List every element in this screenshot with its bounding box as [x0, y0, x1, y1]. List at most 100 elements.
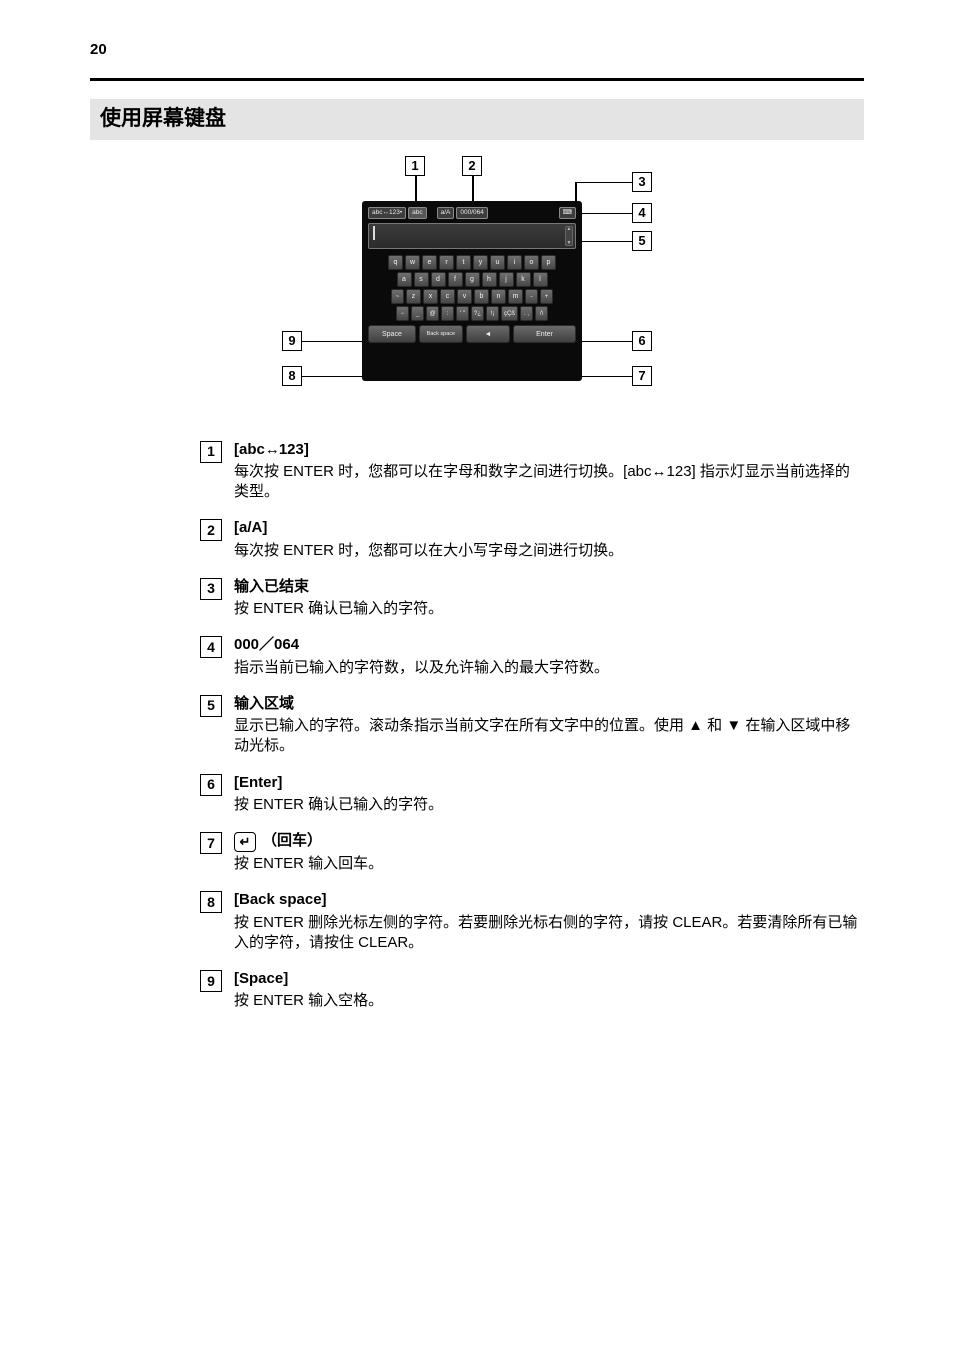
callout-2: 2 — [462, 156, 482, 176]
callout-7: 7 — [632, 366, 652, 386]
char-counter: 000/064 — [456, 207, 488, 220]
legend-title: [Enter] — [234, 773, 282, 793]
keyboard-screenshot: abc↔123• abc a/A 000/064 ⌨ q w e — [362, 201, 582, 381]
legend-desc: 按 ENTER 确认已输入的字符。 — [234, 795, 864, 815]
callout-5: 5 — [632, 231, 652, 251]
callout-1: 1 — [405, 156, 425, 176]
key: r — [439, 255, 454, 270]
key: f — [448, 272, 463, 287]
end-input-icon: ⌨ — [559, 207, 576, 220]
key: d — [431, 272, 446, 287]
key: p — [541, 255, 556, 270]
legend-desc: 按 ENTER 输入回车。 — [234, 854, 864, 874]
legend-desc: 按 ENTER 删除光标左侧的字符。若要删除光标右侧的字符，请按 CLEAR。若… — [234, 913, 864, 954]
key: @ — [426, 306, 439, 321]
key-rows: q w e r t y u i o p a s d — [368, 255, 576, 321]
legend-title: [abc↔123] — [234, 440, 309, 460]
legend-item: 6 [Enter] 按 ENTER 确认已输入的字符。 — [200, 773, 864, 816]
double-arrow-icon: ↔ — [265, 441, 279, 458]
key: h — [482, 272, 497, 287]
key: /\ — [535, 306, 548, 321]
legend-item: 7 ↵ （回车） 按 ENTER 输入回车。 — [200, 831, 864, 874]
legend-number: 3 — [200, 578, 222, 600]
case-tab: a/A — [437, 207, 455, 220]
legend-number: 8 — [200, 891, 222, 913]
key: v — [457, 289, 472, 304]
section-title: 使用屏幕键盘 — [90, 99, 864, 139]
legend-number: 7 — [200, 832, 222, 854]
key: çÇß — [501, 306, 518, 321]
key: !¡ — [486, 306, 499, 321]
legend-desc: 指示当前已输入的字符数，以及允许输入的最大字符数。 — [234, 658, 864, 678]
input-area — [368, 223, 576, 249]
page-number: 20 — [90, 40, 864, 60]
key: u — [490, 255, 505, 270]
key: x — [423, 289, 438, 304]
key: - — [525, 289, 538, 304]
keyboard-diagram: 1 2 3 4 5 6 7 9 8 — [252, 156, 812, 426]
key: _ — [411, 306, 424, 321]
legend-number: 1 — [200, 441, 222, 463]
legend-number: 9 — [200, 970, 222, 992]
key: a — [397, 272, 412, 287]
legend-title: [a/A] — [234, 518, 267, 538]
legend-item: 3 输入已结束 按 ENTER 确认已输入的字符。 — [200, 577, 864, 620]
legend-item: 1 [abc↔123] 每次按 ENTER 时，您都可以在字母和数字之间进行切换… — [200, 440, 864, 503]
legend-list: 1 [abc↔123] 每次按 ENTER 时，您都可以在字母和数字之间进行切换… — [200, 440, 864, 1012]
left-arrow-key: ◄ — [466, 325, 510, 343]
leadline — [575, 182, 632, 184]
legend-item: 2 [a/A] 每次按 ENTER 时，您都可以在大小写字母之间进行切换。 — [200, 518, 864, 561]
key: y — [473, 255, 488, 270]
legend-number: 2 — [200, 519, 222, 541]
legend-item: 5 输入区域 显示已输入的字符。滚动条指示当前文字在所有文字中的位置。使用 ▲ … — [200, 694, 864, 757]
legend-desc: 显示已输入的字符。滚动条指示当前文字在所有文字中的位置。使用 ▲ 和 ▼ 在输入… — [234, 716, 864, 757]
key: e — [422, 255, 437, 270]
legend-title: 输入已结束 — [234, 577, 309, 597]
legend-title: （回车） — [262, 831, 322, 851]
legend-desc: 按 ENTER 确认已输入的字符。 — [234, 599, 864, 619]
callout-4: 4 — [632, 203, 652, 223]
callout-8: 8 — [282, 366, 302, 386]
space-key: Space — [368, 325, 416, 343]
key: s — [414, 272, 429, 287]
mode-switch-indicator: abc↔123• — [368, 207, 406, 220]
key: z — [406, 289, 421, 304]
key: n — [491, 289, 506, 304]
legend-title: [Back space] — [234, 890, 327, 910]
backspace-key: Back space — [419, 325, 463, 343]
callout-3: 3 — [632, 172, 652, 192]
key: + — [540, 289, 553, 304]
top-rule — [90, 78, 864, 81]
key: q — [388, 255, 403, 270]
key: . , — [520, 306, 533, 321]
key: l — [533, 272, 548, 287]
callout-9: 9 — [282, 331, 302, 351]
abc-tab: abc — [408, 207, 426, 220]
legend-item: 8 [Back space] 按 ENTER 删除光标左侧的字符。若要删除光标右… — [200, 890, 864, 953]
legend-title: 输入区域 — [234, 694, 294, 714]
legend-desc: 按 ENTER 输入空格。 — [234, 991, 864, 1011]
legend-item: 9 [Space] 按 ENTER 输入空格。 — [200, 969, 864, 1012]
legend-number: 5 — [200, 695, 222, 717]
key: : — [441, 306, 454, 321]
key: j — [499, 272, 514, 287]
enter-key: Enter — [513, 325, 576, 343]
scroll-bar — [565, 226, 573, 246]
key: ?¿ — [471, 306, 484, 321]
key: k — [516, 272, 531, 287]
key: b — [474, 289, 489, 304]
key: ' " — [456, 306, 469, 321]
legend-title: [Space] — [234, 969, 288, 989]
key: c — [440, 289, 455, 304]
legend-desc: 每次按 ENTER 时，您都可以在字母和数字之间进行切换。[abc↔123] 指… — [234, 462, 864, 503]
legend-number: 4 — [200, 636, 222, 658]
legend-number: 6 — [200, 774, 222, 796]
legend-title: 000／064 — [234, 635, 299, 655]
legend-item: 4 000／064 指示当前已输入的字符数，以及允许输入的最大字符数。 — [200, 635, 864, 678]
key: i — [507, 255, 522, 270]
key: o — [524, 255, 539, 270]
key: g — [465, 272, 480, 287]
key: − — [396, 306, 409, 321]
key: w — [405, 255, 420, 270]
return-icon: ↵ — [234, 832, 256, 852]
